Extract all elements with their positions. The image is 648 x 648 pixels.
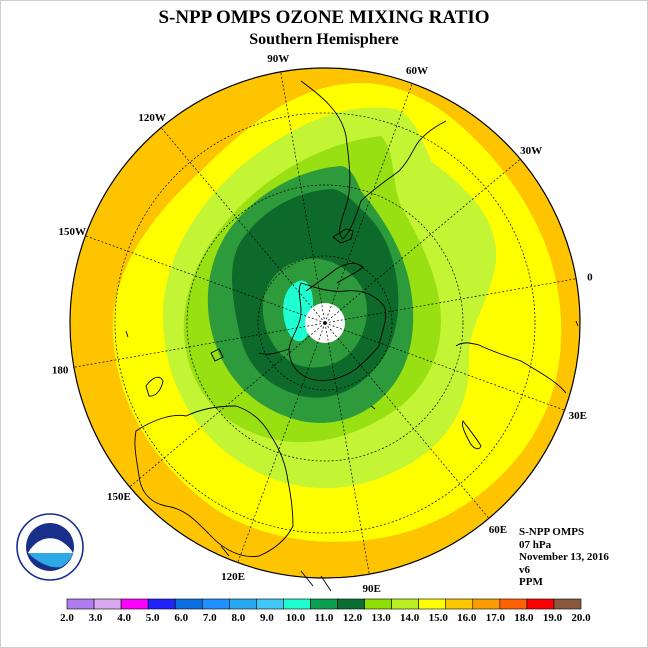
coast-tasmania [210,348,224,362]
meridian-line-7 [237,322,326,563]
colorbar-cell [472,598,501,610]
info-version: v6 [519,563,530,576]
coast-south-america [300,80,447,240]
colorbar-cell [201,598,230,610]
meridian-line-9 [73,322,326,368]
colorbar-cell [229,598,257,610]
meridian-labels: 90W 60W 30W 0 30E 60E 90E 120E 150E 180 150W 120W [52,53,593,595]
info-units: PPM [519,576,543,588]
meridian-line-10 [85,235,326,324]
meridian-line-6 [324,322,370,575]
latitude-circle-1 [257,255,393,391]
meridian-label: 180 [52,365,69,377]
meridian-label: 120E [221,571,245,583]
colorbar-cell [147,598,176,610]
coast-ross-ice [258,348,290,355]
colorbar-tick-label: 10.0 [286,612,306,624]
coast-australia [134,405,294,557]
colorbar-cell [120,598,149,610]
colorbar-tick-label: 16.0 [457,612,477,624]
page-title: S-NPP OMPS OZONE MIXING RATIO [158,7,490,28]
noaa-logo: NOAA [16,513,84,581]
meridian-label: 30W [520,145,542,157]
colorbar-tick-label: 13.0 [371,612,391,624]
coast-antarctic-peninsula [305,262,364,292]
meridian-label: 90W [267,53,289,65]
colorbar-cell [364,598,392,610]
colorbar-cell [283,598,311,610]
meridians [73,71,577,575]
colorbar-tick-label: 11.0 [315,612,334,624]
meridian-label: 150W [58,226,86,238]
meridian-label: 30E [569,410,587,422]
colorbar-cell [256,598,284,610]
info-level: 07 hPa [519,538,552,551]
noaa-logo-text: NOAA [37,541,64,551]
colorbar-ticks: 2.0 3.0 4.0 5.0 6.0 7.0 8.0 9.0 10.0 11.0 12.0 13.0… [60,612,591,624]
colorbar-cell [499,598,528,610]
latitude-circle-2 [186,184,464,462]
meridian-line-5 [324,322,490,519]
map-outline [69,67,581,579]
colorbar-tick-label: 17.0 [486,612,506,624]
meridian-label: 120W [138,112,166,124]
colorbar-tick-label: 14.0 [400,612,420,624]
noaa-logo-wave [28,553,73,568]
meridian-label: 60W [406,65,428,77]
ozone-contours [70,68,580,578]
coast-antarctica [288,282,387,381]
colorbar-cell [310,598,338,610]
coast-tierra-del-fuego [332,228,354,244]
meridian-label: 0 [587,271,593,283]
coast-islands [125,320,579,592]
colorbar-tick-label: 8.0 [231,612,245,624]
coastlines [125,80,579,592]
colorbar-tick-label: 19.0 [543,612,563,624]
info-date: November 13, 2016 [519,551,609,563]
meridian-line-1 [324,83,413,324]
colorbar-tick-label: 4.0 [117,612,131,624]
colorbar-cell [418,598,447,610]
colorbar-cells [66,598,582,610]
page-subtitle: Southern Hemisphere [249,31,399,48]
colorbar-tick-label: 15.0 [429,612,449,624]
meridian-label: 90E [363,583,381,595]
colorbar-tick-label: 6.0 [174,612,188,624]
colorbar-cell [337,598,365,610]
coast-new-zealand [145,376,164,397]
coast-africa [455,342,567,394]
meridian-line-4 [324,322,565,411]
meridian-line-11 [160,127,326,324]
meridian-line-0 [280,71,326,324]
colorbar-tick-label: 20.0 [571,612,591,624]
colorbar-tick-label: 12.0 [343,612,363,624]
colorbar-tick-label: 3.0 [89,612,103,624]
meridian-line-3 [324,278,577,324]
colorbar-tick-label: 9.0 [260,612,274,624]
colorbar-tick-label: 7.0 [203,612,217,624]
colorbar-cell [93,598,122,610]
colorbar-cell [391,598,419,610]
meridian-label: 60E [489,524,507,536]
meridian-line-2 [324,158,521,324]
info-instrument: S-NPP OMPS [519,526,585,538]
colorbar-cell [174,598,203,610]
colorbar-tick-label: 5.0 [146,612,160,624]
colorbar-cell [66,598,95,610]
graticule [73,71,577,575]
coast-madagascar [462,420,482,450]
latitude-circle-3 [114,112,536,534]
meridian-line-8 [129,322,326,488]
colorbar-cell [526,598,555,610]
meridian-label: 150E [107,491,131,503]
colorbar-cell [553,598,582,610]
colorbar-tick-label: 2.0 [60,612,74,624]
noaa-logo-bird [28,538,73,553]
colorbar-cell [445,598,474,610]
colorbar-tick-label: 18.0 [514,612,534,624]
info-panel: S-NPP OMPS 07 hPa November 13, 2016 v6 P… [519,526,609,589]
